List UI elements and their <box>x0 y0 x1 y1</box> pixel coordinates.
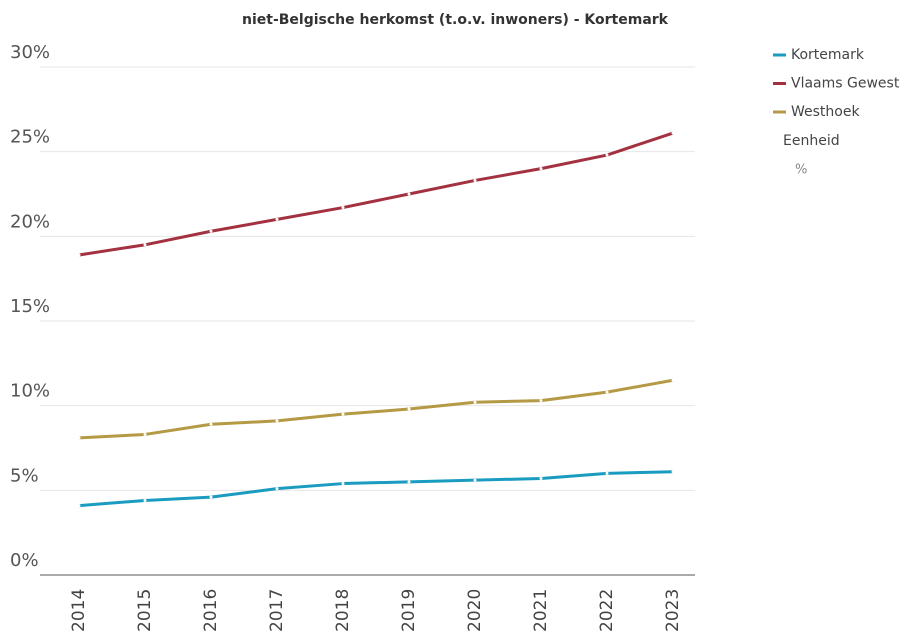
x-tick-label: 2022 <box>597 589 617 632</box>
point <box>275 419 279 423</box>
point <box>473 478 477 482</box>
series-line <box>78 378 674 440</box>
chart-title: niet-Belgische herkomst (t.o.v. inwoners… <box>242 12 669 28</box>
point <box>77 504 81 508</box>
point <box>143 243 147 247</box>
point <box>275 217 279 221</box>
y-tick-label: 20% <box>10 211 50 232</box>
x-tick-label: 2016 <box>201 589 221 632</box>
point <box>605 471 609 475</box>
series-line <box>78 470 674 508</box>
x-tick-label: 2015 <box>135 589 155 632</box>
x-tick-label: 2019 <box>399 589 419 632</box>
y-tick-label: 0% <box>10 550 39 571</box>
y-tick-label: 30% <box>10 42 50 63</box>
point <box>341 206 345 210</box>
x-tick-label: 2014 <box>69 589 89 632</box>
point <box>671 131 675 135</box>
point <box>671 378 675 382</box>
point <box>539 167 543 171</box>
point <box>143 498 147 502</box>
legend-label: Kortemark <box>791 47 865 63</box>
y-tick-label: 5% <box>10 465 39 486</box>
point <box>407 407 411 411</box>
point <box>605 390 609 394</box>
point <box>671 470 675 474</box>
x-tick-label: 2017 <box>267 589 287 632</box>
legend-label: Westhoek <box>791 104 860 120</box>
point <box>143 432 147 436</box>
point <box>209 495 213 499</box>
point <box>407 480 411 484</box>
x-tick-label: 2020 <box>465 589 485 632</box>
y-tick-label: 10% <box>10 381 50 402</box>
point <box>77 436 81 440</box>
point <box>77 253 81 257</box>
point <box>209 422 213 426</box>
x-tick-label: 2018 <box>333 589 353 632</box>
y-tick-label: 25% <box>10 127 50 148</box>
point <box>341 482 345 486</box>
x-tick-label: 2021 <box>531 589 551 632</box>
point <box>473 178 477 182</box>
point <box>539 476 543 480</box>
series-line <box>78 131 674 257</box>
point <box>209 229 213 233</box>
point <box>341 412 345 416</box>
point <box>407 192 411 196</box>
point <box>275 487 279 491</box>
legend-label: Vlaams Gewest <box>791 76 900 92</box>
point <box>473 400 477 404</box>
x-tick-label: 2023 <box>663 589 683 632</box>
point <box>539 399 543 403</box>
point <box>605 153 609 157</box>
unit: % <box>795 163 807 178</box>
y-tick-label: 15% <box>10 296 50 317</box>
unit-title: Eenheid <box>783 133 840 149</box>
